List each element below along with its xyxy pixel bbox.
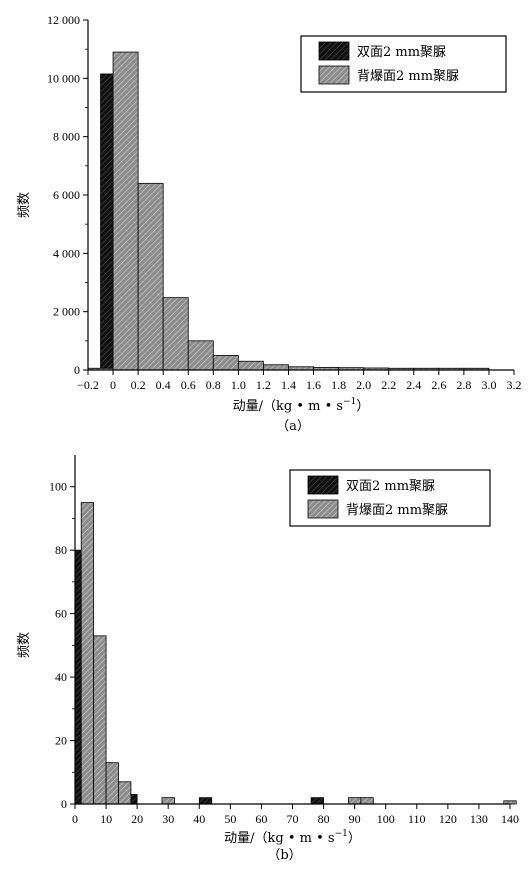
x-tick-label-a-15: 2.8 [456, 378, 471, 392]
x-tick-label-a-7: 1.2 [256, 378, 271, 392]
x-tick-label-a-2: 0.2 [131, 378, 146, 392]
legend-swatch-b-2 [307, 499, 339, 519]
x-tick-label-b-0: 0 [72, 812, 78, 826]
bar-a-s2-3 [162, 297, 189, 371]
bar-b-s2-4 [161, 797, 175, 805]
x-tick-label-a-9: 1.6 [306, 378, 321, 392]
legend-label-a-1: 双面2 mm聚脲 [357, 45, 446, 60]
bar-a-s2-7 [263, 364, 289, 371]
x-tick-label-a-12: 2.2 [381, 378, 396, 392]
x-tick-label-a-17: 3.2 [507, 378, 522, 392]
bar-a-s2-4 [187, 340, 214, 371]
legend-label-a-2: 背爆面2 mm聚脲 [357, 69, 459, 84]
x-tick-label-b-8: 80 [318, 812, 330, 826]
y-tick-label-b-5: 100 [49, 480, 67, 494]
legend-swatch-a-1 [318, 41, 350, 61]
y-tick-label-b-1: 20 [55, 734, 67, 748]
x-axis-title-b: 动量/（kg • m • s−1） [224, 829, 361, 846]
y-axis-title-a: 频数 [17, 192, 32, 218]
x-tick-label-b-10: 100 [377, 812, 395, 826]
x-tick-label-b-12: 120 [439, 812, 457, 826]
y-tick-label-a-0: 0 [74, 363, 80, 377]
y-tick-label-b-0: 0 [61, 797, 67, 811]
legend-label-b-2: 背爆面2 mm聚脲 [346, 503, 448, 518]
bar-b-s2-0 [80, 502, 95, 805]
y-tick-label-a-4: 8 000 [53, 130, 80, 144]
x-tick-label-b-3: 30 [162, 812, 174, 826]
panel-a: −0.2 0 0.2 0.4 0.6 0.8 1.0 1.2 1.4 1.6 1.8 2.0 2.2 2.… [17, 13, 522, 434]
y-tick-label-b-2: 40 [55, 670, 67, 684]
x-tick-label-b-7: 70 [287, 812, 299, 826]
x-tick-label-b-2: 20 [131, 812, 143, 826]
y-tick-label-a-6: 12 000 [47, 13, 80, 27]
panel-label-b: （b） [267, 848, 301, 863]
legend-swatch-a-2 [318, 65, 350, 85]
x-tick-label-b-6: 60 [255, 812, 267, 826]
x-tick-label-b-14: 140 [501, 812, 519, 826]
y-tick-label-a-5: 10 000 [47, 71, 80, 85]
legend-swatch-b-1 [307, 475, 339, 495]
x-tick-label-a-8: 1.4 [281, 378, 296, 392]
y-axis-title-b: 频数 [17, 632, 32, 658]
x-tick-label-b-13: 130 [470, 812, 488, 826]
legend-label-b-1: 双面2 mm聚脲 [346, 479, 435, 494]
bar-b-s2-3 [118, 781, 132, 805]
panel-label-a: （a） [276, 419, 310, 434]
panel-b: 0 10 20 30 40 50 60 70 80 90 100 110 120 130 140 0 20 40 6… [17, 455, 519, 863]
x-tick-label-a-14: 2.6 [431, 378, 446, 392]
bar-b-s1-5 [198, 797, 213, 805]
x-tick-label-a-1: 0 [110, 378, 116, 392]
bar-b-s2-2 [105, 762, 119, 805]
x-tick-label-a-13: 2.4 [406, 378, 421, 392]
bar-a-s2-6 [237, 360, 264, 371]
bar-a-s2-1 [112, 51, 139, 371]
y-tick-label-a-3: 6 000 [53, 188, 80, 202]
x-tick-label-b-5: 50 [224, 812, 236, 826]
bar-a-s2-2 [137, 182, 164, 371]
y-tick-label-a-2: 4 000 [53, 246, 80, 260]
x-tick-label-a-0: −0.2 [77, 378, 99, 392]
bar-a-s2-5 [212, 355, 239, 371]
y-tick-label-b-4: 80 [55, 543, 67, 557]
x-tick-label-b-9: 90 [349, 812, 361, 826]
bar-b-s1-6 [310, 797, 324, 805]
bar-b-s2-6 [360, 797, 374, 805]
x-tick-label-b-4: 40 [193, 812, 205, 826]
bar-b-s2-5 [348, 797, 362, 805]
x-tick-label-a-10: 1.8 [331, 378, 346, 392]
x-tick-label-a-4: 0.6 [181, 378, 196, 392]
x-axis-title-a: 动量/（kg • m • s−1） [233, 397, 370, 414]
bar-b-s2-1 [93, 635, 107, 805]
x-tick-label-a-3: 0.4 [156, 378, 171, 392]
x-tick-label-a-11: 2.0 [356, 378, 371, 392]
x-tick-label-b-1: 10 [100, 812, 112, 826]
y-tick-label-a-1: 2 000 [53, 305, 80, 319]
x-tick-label-a-6: 1.0 [231, 378, 246, 392]
x-tick-label-a-16: 3.0 [481, 378, 496, 392]
y-tick-label-b-3: 60 [55, 607, 67, 621]
x-tick-label-a-5: 0.8 [206, 378, 221, 392]
x-tick-label-b-11: 110 [408, 812, 426, 826]
